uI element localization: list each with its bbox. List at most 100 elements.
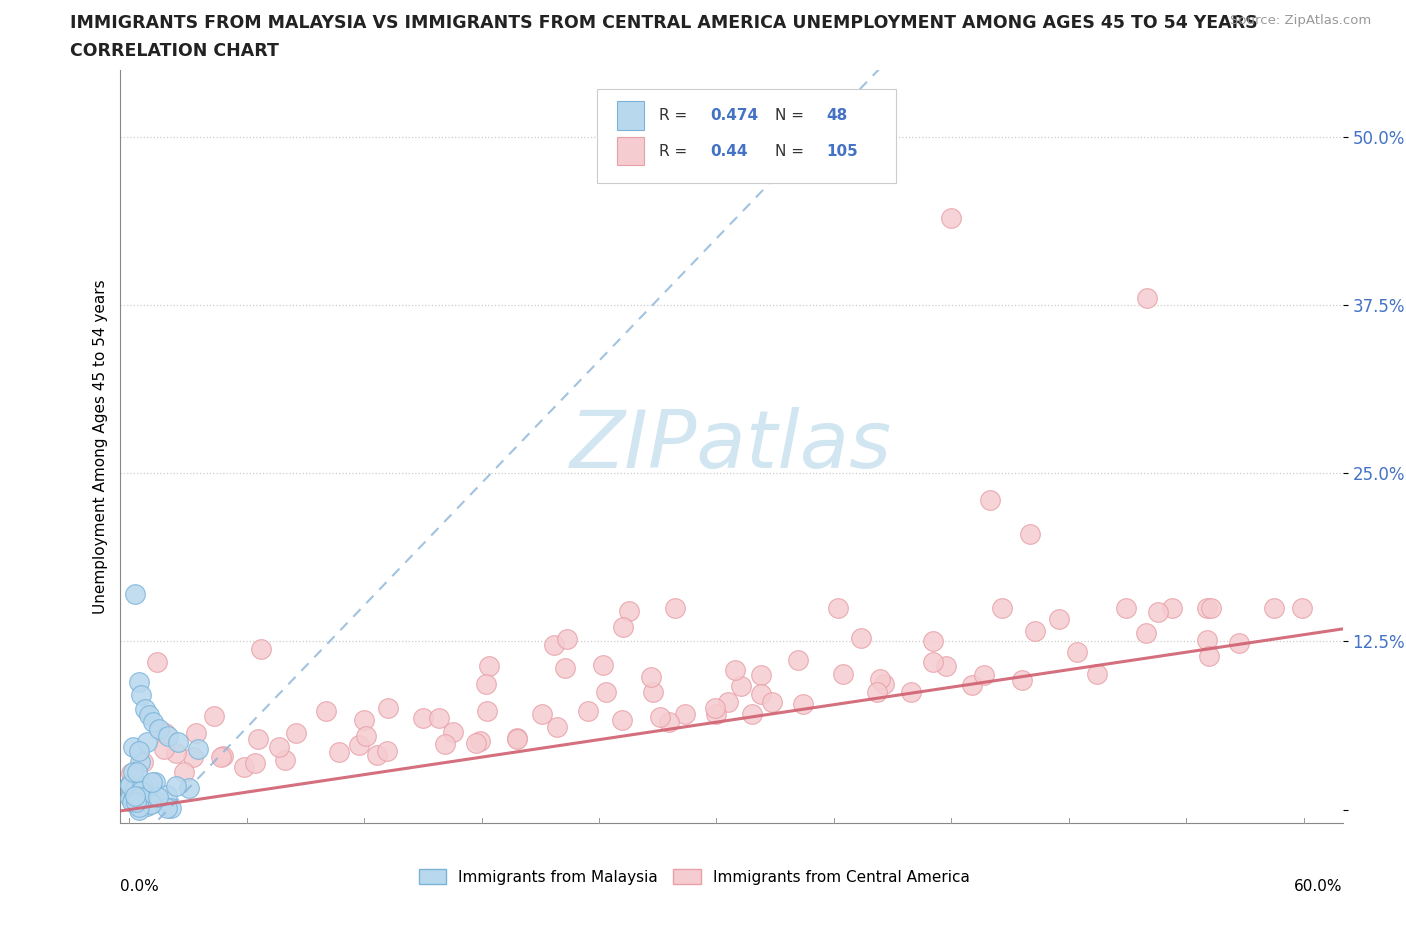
- Point: [465, 736, 488, 751]
- Point: [139, 797, 162, 812]
- Point: [543, 638, 565, 653]
- Point: [612, 712, 634, 727]
- Text: Source: ZipAtlas.com: Source: ZipAtlas.com: [1230, 14, 1371, 27]
- Point: [269, 739, 291, 754]
- Point: [131, 792, 153, 807]
- Point: [617, 604, 640, 618]
- Point: [786, 652, 808, 667]
- Point: [187, 741, 209, 756]
- Bar: [617, 137, 644, 166]
- Point: [124, 782, 146, 797]
- Point: [125, 791, 148, 806]
- Point: [592, 658, 614, 672]
- Point: [749, 686, 772, 701]
- Point: [129, 784, 152, 799]
- Point: [141, 775, 163, 790]
- Point: [173, 764, 195, 779]
- Point: [827, 601, 849, 616]
- Point: [1066, 644, 1088, 659]
- Point: [1227, 636, 1250, 651]
- Point: [612, 619, 634, 634]
- Point: [160, 800, 183, 815]
- Text: CORRELATION CHART: CORRELATION CHART: [70, 42, 280, 60]
- Point: [475, 704, 498, 719]
- Text: N =: N =: [775, 108, 808, 123]
- Point: [477, 658, 499, 673]
- Point: [704, 707, 727, 722]
- Point: [243, 755, 266, 770]
- Point: [129, 754, 152, 769]
- Point: [546, 720, 568, 735]
- Point: [138, 793, 160, 808]
- Point: [1018, 526, 1040, 541]
- Y-axis label: Unemployment Among Ages 45 to 54 years: Unemployment Among Ages 45 to 54 years: [93, 279, 108, 614]
- Point: [128, 790, 150, 804]
- Point: [353, 712, 375, 727]
- Point: [120, 765, 142, 780]
- Legend: Immigrants from Malaysia, Immigrants from Central America: Immigrants from Malaysia, Immigrants fro…: [412, 862, 976, 891]
- Point: [128, 674, 150, 689]
- Point: [475, 677, 498, 692]
- Point: [131, 779, 153, 794]
- Point: [347, 738, 370, 753]
- Point: [664, 601, 686, 616]
- Point: [128, 803, 150, 817]
- Point: [167, 735, 190, 750]
- Point: [412, 711, 434, 725]
- Point: [157, 728, 180, 743]
- Point: [143, 775, 166, 790]
- Point: [274, 752, 297, 767]
- Text: IMMIGRANTS FROM MALAYSIA VS IMMIGRANTS FROM CENTRAL AMERICA UNEMPLOYMENT AMONG A: IMMIGRANTS FROM MALAYSIA VS IMMIGRANTS F…: [70, 14, 1258, 32]
- Point: [1136, 291, 1159, 306]
- Point: [128, 799, 150, 814]
- Point: [1291, 601, 1313, 616]
- Point: [1197, 632, 1219, 647]
- Point: [640, 670, 662, 684]
- Point: [673, 706, 696, 721]
- Point: [1047, 612, 1070, 627]
- Point: [922, 633, 945, 648]
- Point: [1199, 601, 1222, 616]
- Point: [991, 601, 1014, 616]
- Point: [138, 708, 160, 723]
- Point: [155, 725, 177, 740]
- Point: [233, 759, 256, 774]
- Point: [132, 787, 155, 802]
- Text: R =: R =: [659, 108, 692, 123]
- Point: [1198, 649, 1220, 664]
- Point: [129, 790, 152, 804]
- Text: 48: 48: [827, 108, 848, 123]
- Point: [973, 667, 995, 682]
- Point: [960, 678, 983, 693]
- Point: [717, 694, 740, 709]
- Point: [202, 709, 225, 724]
- Text: 60.0%: 60.0%: [1295, 879, 1343, 894]
- Point: [429, 711, 451, 725]
- Point: [146, 655, 169, 670]
- Text: 105: 105: [827, 143, 858, 159]
- Point: [136, 798, 159, 813]
- Point: [366, 748, 388, 763]
- Point: [555, 632, 578, 647]
- Point: [122, 764, 145, 779]
- Point: [866, 684, 889, 699]
- Point: [148, 722, 170, 737]
- Point: [554, 660, 576, 675]
- Point: [792, 697, 814, 711]
- Point: [869, 671, 891, 686]
- Point: [741, 706, 763, 721]
- Point: [120, 790, 142, 805]
- Point: [328, 745, 350, 760]
- Point: [125, 795, 148, 810]
- Point: [156, 801, 179, 816]
- Point: [724, 662, 747, 677]
- Point: [177, 780, 200, 795]
- Text: ZIPatlas: ZIPatlas: [569, 407, 893, 485]
- Point: [1115, 601, 1137, 616]
- FancyBboxPatch shape: [596, 88, 896, 182]
- Point: [142, 796, 165, 811]
- Point: [941, 210, 963, 225]
- Point: [505, 730, 527, 745]
- Point: [184, 725, 207, 740]
- Point: [576, 704, 599, 719]
